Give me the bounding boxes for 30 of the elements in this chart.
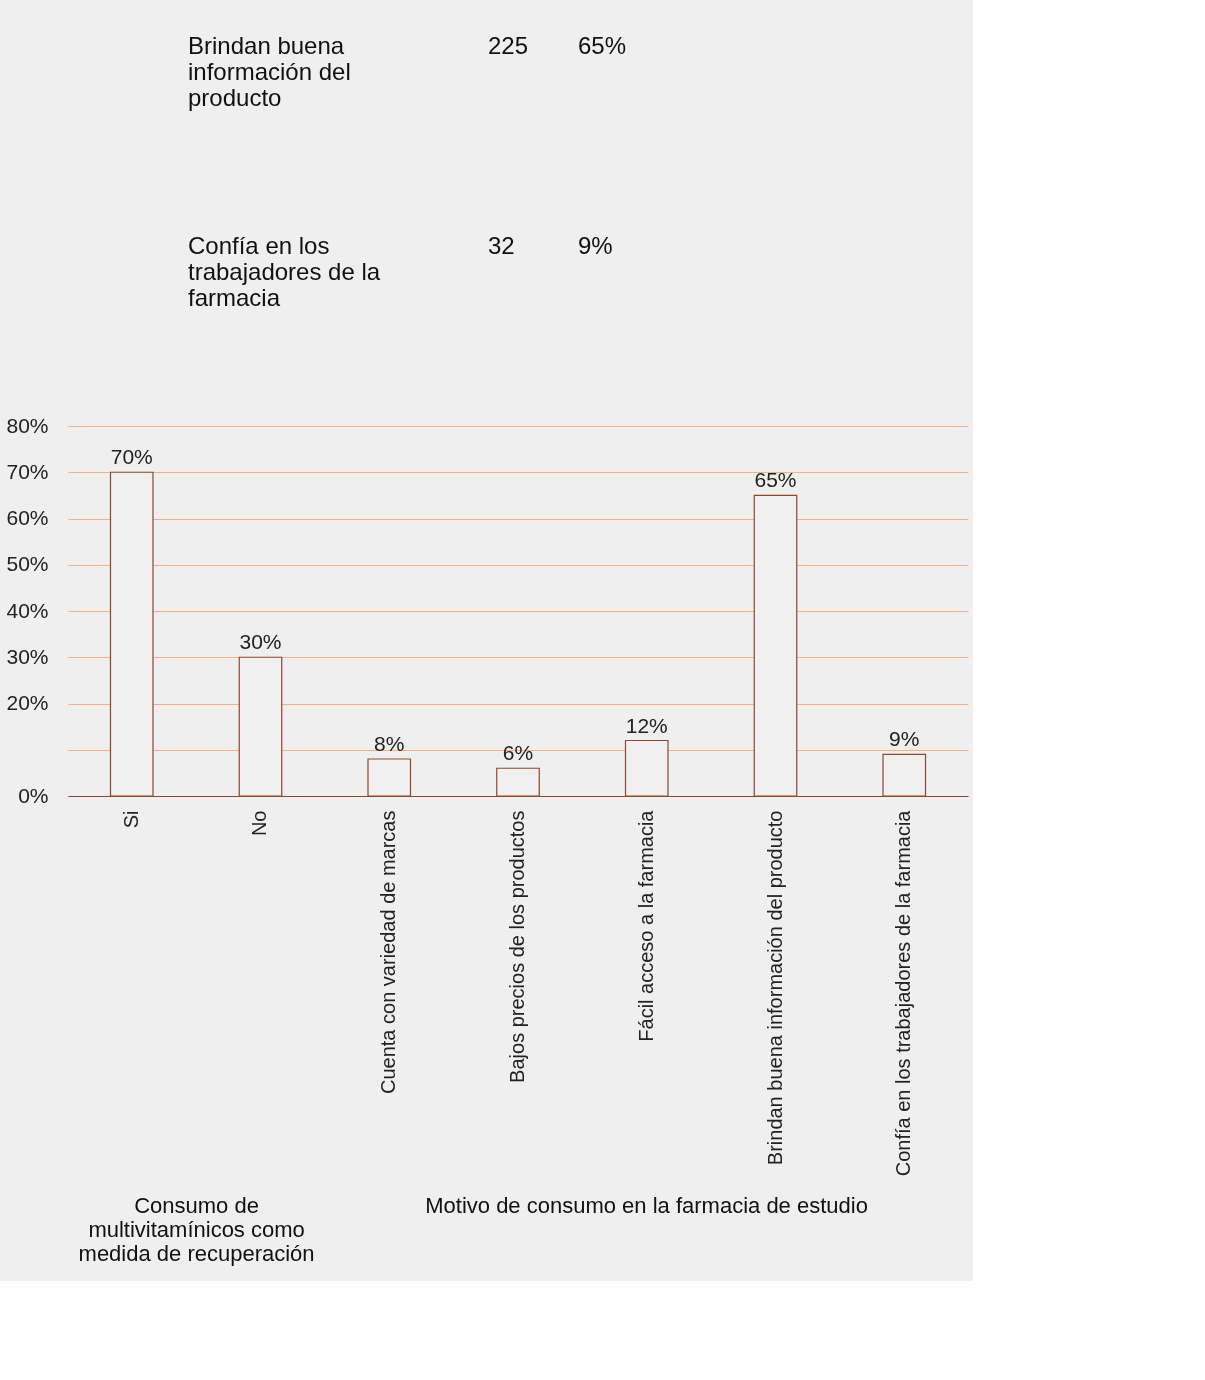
y-tick-label: 0% (18, 783, 49, 807)
text: Motivo de consumo en la farmacia de estudio (425, 1193, 868, 1218)
text: 225 (488, 32, 529, 59)
y-tick-label: 30% (6, 644, 49, 668)
y-tick-label: 80% (6, 413, 49, 437)
x-tick-label: Si (119, 810, 142, 829)
data-label: 30% (239, 630, 282, 654)
text: 65% (578, 32, 627, 59)
y-tick-label: 50% (6, 552, 49, 576)
data-label: 8% (374, 732, 405, 755)
x-tick-label: Brindan buena información del producto (763, 810, 786, 1166)
text: 9% (578, 232, 613, 259)
data-label: 12% (625, 713, 668, 737)
data-label: 70% (110, 445, 153, 469)
y-tick-label: 40% (6, 598, 49, 622)
data-label: 65% (754, 468, 797, 492)
text: Consumo de multivitamínicos como medida de recuperación (78, 1193, 315, 1266)
x-tick-label: No (248, 810, 271, 837)
x-tick-label: Bajos precios de los productos (506, 810, 528, 1083)
x-tick-label: Confía en los trabajadores de la farmacia (892, 809, 915, 1177)
data-label: 6% (502, 741, 534, 765)
y-tick-label: 20% (6, 691, 49, 714)
text: Brindan buena información del producto (188, 32, 351, 111)
data-label: 9% (889, 727, 920, 751)
x-tick-label: Cuenta con variedad de marcas (377, 810, 400, 1094)
x-tick-label: Fácil acceso a la farmacia (634, 809, 657, 1042)
y-tick-label: 70% (6, 459, 49, 483)
text: 32 (488, 232, 515, 259)
text: Confía en los trabajadores de la farmacia (188, 232, 381, 311)
y-tick-label: 60% (6, 506, 49, 529)
